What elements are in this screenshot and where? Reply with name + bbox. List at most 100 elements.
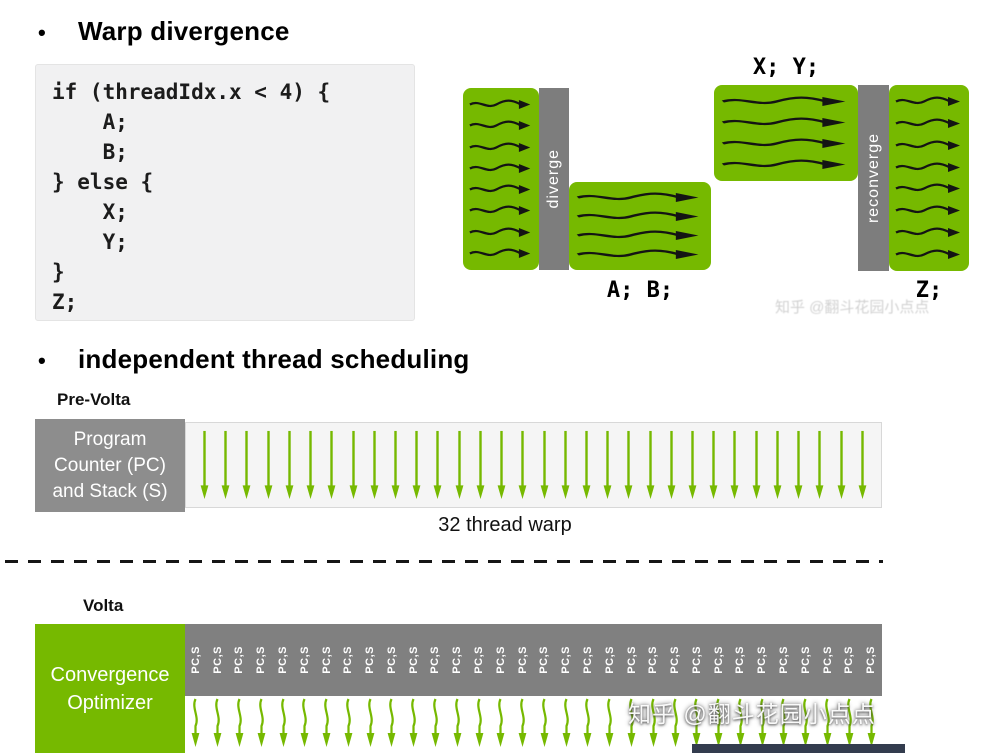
thread-arrow-right-icon <box>895 140 960 150</box>
pcs-label: PC,S <box>581 646 594 674</box>
thread-arrow-down-icon <box>455 430 464 500</box>
pcs-label: PC,S <box>690 646 703 674</box>
thread-arrow-down-icon <box>815 430 824 500</box>
code-line: B; <box>52 140 128 164</box>
thread-arrow-wavy-icon <box>801 698 810 747</box>
thread-arrow-wavy-icon <box>300 698 309 747</box>
thread-arrow-wavy-icon <box>518 698 527 747</box>
thread-arrow-wavy-icon <box>344 698 353 747</box>
label-xy: X; Y; <box>752 55 820 80</box>
thread-arrow-right-icon <box>895 118 960 129</box>
bullet-warp-divergence: • Warp divergence <box>30 16 290 47</box>
thread-arrow-down-icon <box>327 430 336 500</box>
thread-arrow-right-icon <box>469 142 531 152</box>
thread-arrow-wavy-icon <box>279 698 287 747</box>
box-line: Program <box>73 428 147 450</box>
code-line: X; <box>52 200 128 224</box>
pcs-label: PC,S <box>342 646 355 674</box>
thread-arrow-right-icon <box>895 227 960 237</box>
thread-arrow-down-icon <box>497 430 506 500</box>
thread-arrow-down-icon <box>391 430 400 500</box>
thread-arrow-down-icon <box>306 430 315 500</box>
thread-arrow-wavy-icon <box>758 698 767 747</box>
warp-size-label: 32 thread warp <box>438 514 572 536</box>
thread-arrow-wavy-icon <box>213 698 222 747</box>
thread-arrow-right-icon <box>895 96 960 107</box>
pcs-label: PC,S <box>364 646 377 674</box>
pcs-label: PC,S <box>538 646 551 674</box>
thread-arrow-wavy-icon <box>692 698 701 747</box>
thread-arrow-down-icon <box>794 430 803 500</box>
bullet2-text: independent thread scheduling <box>78 344 470 374</box>
thread-arrow-right-icon <box>895 249 960 259</box>
thread-arrow-right-icon <box>895 205 960 216</box>
thread-arrow-wavy-icon <box>714 698 723 747</box>
diverge-bar: diverge <box>539 88 569 270</box>
thread-arrow-down-icon <box>837 430 845 500</box>
pcs-label: PC,S <box>669 646 682 674</box>
code-line: } <box>52 260 65 284</box>
thread-arrow-down-icon <box>709 430 718 500</box>
bullet1-text: Warp divergence <box>78 16 290 46</box>
thread-arrow-down-icon <box>200 430 209 500</box>
thread-arrow-right-icon <box>895 183 960 194</box>
thread-arrow-down-icon <box>434 430 442 500</box>
thread-arrow-down-icon <box>603 430 612 500</box>
thread-arrow-wavy-icon <box>388 698 396 747</box>
pcs-label: PC,S <box>277 646 290 674</box>
thread-arrow-down-icon <box>561 430 570 500</box>
pcs-label: PC,S <box>560 646 573 674</box>
pcs-label: PC,S <box>298 646 311 674</box>
faint-watermark: 知乎 @翻斗花园小点点 <box>775 299 930 316</box>
pcs-label: PC,S <box>712 646 725 674</box>
thread-arrow-down-icon <box>221 430 230 500</box>
diverge-label: diverge <box>545 149 562 209</box>
thread-arrow-down-icon <box>476 430 485 500</box>
thread-arrow-wavy-icon <box>584 698 592 747</box>
thread-arrow-wavy-icon <box>235 698 244 747</box>
thread-arrow-right-icon <box>469 120 531 131</box>
thread-arrow-down-icon <box>667 430 676 500</box>
thread-arrow-down-icon <box>858 430 867 500</box>
pcs-label: PC,S <box>603 646 616 674</box>
code-line: A; <box>52 110 128 134</box>
pcs-label: PC,S <box>516 646 529 674</box>
dashed-divider <box>5 560 883 563</box>
box-line: Counter (PC) <box>54 454 166 476</box>
thread-arrow-wavy-icon <box>845 698 854 747</box>
warp-block-branch-xy <box>714 85 858 181</box>
thread-arrow-wavy-icon <box>649 698 658 747</box>
pcs-label: PC,S <box>211 646 224 674</box>
pcs-label: PC,S <box>385 646 398 674</box>
thread-arrow-wavy-icon <box>257 698 266 747</box>
thread-arrow-wavy-icon <box>431 698 440 747</box>
thread-arrow-down-icon <box>412 430 421 500</box>
pcs-label: PC,S <box>821 646 834 674</box>
thread-arrow-wavy-icon <box>562 698 571 747</box>
bullet-independent-thread-scheduling: • independent thread scheduling <box>30 344 470 375</box>
pcs-label: PC,S <box>451 646 464 674</box>
pcs-label: PC,S <box>865 646 878 674</box>
thread-arrow-down-icon <box>646 430 654 500</box>
thread-arrow-wavy-icon <box>453 698 462 747</box>
pre-volta-title: Pre-Volta <box>57 390 131 409</box>
bullet-dot: • <box>38 348 46 373</box>
pcs-label: PC,S <box>255 646 268 674</box>
volta-title: Volta <box>83 596 124 615</box>
reconverge-label: reconverge <box>864 132 882 224</box>
warp-block-branch-ab <box>569 182 711 270</box>
pcs-label: PC,S <box>189 646 202 674</box>
thread-arrow-wavy-icon <box>322 698 331 747</box>
thread-arrow-wavy-icon <box>496 698 505 747</box>
thread-arrow-wavy-icon <box>409 698 418 747</box>
box-line: and Stack (S) <box>52 480 168 502</box>
convergence-optimizer-box: Convergence Optimizer <box>35 624 185 753</box>
thread-arrow-down-icon <box>731 430 739 500</box>
thread-arrow-down-icon <box>624 430 633 500</box>
thread-arrow-wavy-icon <box>475 698 483 747</box>
volta-thread-arrows-row <box>185 697 882 751</box>
thread-arrow-down-icon <box>518 430 527 500</box>
pcs-label: PC,S <box>320 646 333 674</box>
zhihu-watermark: 知乎 @翻斗花园小点点 <box>628 701 876 727</box>
box-line: Convergence <box>50 663 170 686</box>
